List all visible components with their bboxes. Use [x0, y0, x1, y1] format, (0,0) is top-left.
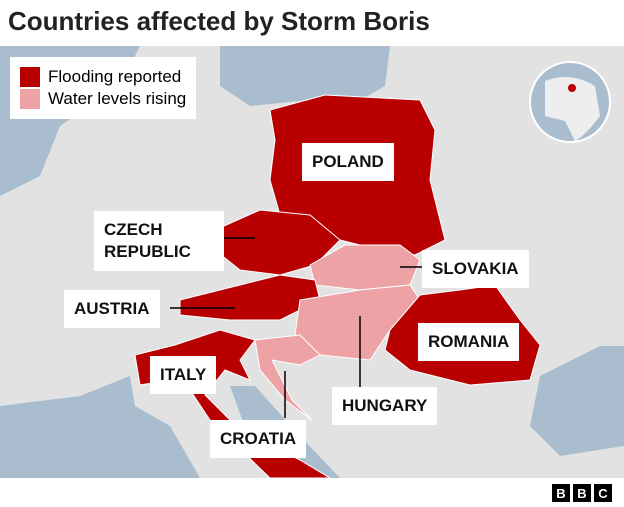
- legend-label: Water levels rising: [48, 89, 187, 108]
- label: SLOVAKIA: [422, 250, 529, 289]
- logo-letter: C: [594, 484, 612, 502]
- baltic-sea: [220, 46, 390, 106]
- title: Countries affected by Storm Boris: [8, 6, 430, 36]
- mediterranean: [0, 376, 200, 478]
- legend-item: Water levels rising: [20, 89, 186, 109]
- croatia: [254, 334, 321, 421]
- label: AUSTRIA: [64, 290, 160, 329]
- legend-label: Flooding reported: [48, 67, 182, 86]
- label: CROATIA: [210, 420, 307, 459]
- leaders: [170, 237, 422, 418]
- legend-item: Flooding reported: [20, 67, 186, 87]
- legend: Flooding reported Water levels rising: [10, 57, 197, 119]
- logo-letter: B: [573, 484, 591, 502]
- globe-marker: [568, 84, 576, 92]
- label: POLAND: [302, 143, 394, 182]
- legend-swatch: [20, 67, 40, 87]
- legend-swatch: [20, 89, 40, 109]
- label: HUNGARY: [332, 387, 438, 426]
- label: ITALY: [150, 356, 217, 395]
- label: CZECH REPUBLIC: [94, 211, 224, 272]
- black-sea: [530, 346, 624, 456]
- globe-land: [545, 77, 600, 141]
- logo-letter: B: [552, 484, 570, 502]
- slovakia: [309, 244, 421, 291]
- label: ROMANIA: [418, 323, 520, 362]
